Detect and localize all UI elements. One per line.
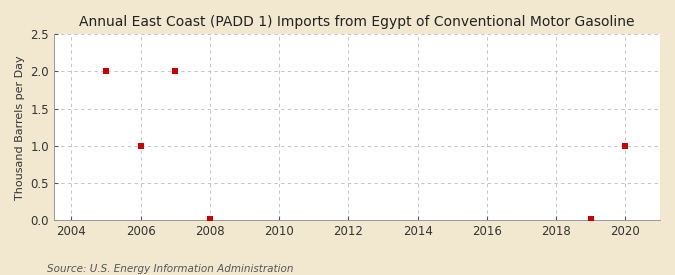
Point — [101, 69, 111, 74]
Text: Source: U.S. Energy Information Administration: Source: U.S. Energy Information Administ… — [47, 264, 294, 274]
Point — [585, 217, 596, 222]
Point — [170, 69, 181, 74]
Title: Annual East Coast (PADD 1) Imports from Egypt of Conventional Motor Gasoline: Annual East Coast (PADD 1) Imports from … — [79, 15, 634, 29]
Point — [135, 144, 146, 148]
Point — [620, 144, 630, 148]
Point — [205, 217, 215, 222]
Y-axis label: Thousand Barrels per Day: Thousand Barrels per Day — [15, 55, 25, 200]
